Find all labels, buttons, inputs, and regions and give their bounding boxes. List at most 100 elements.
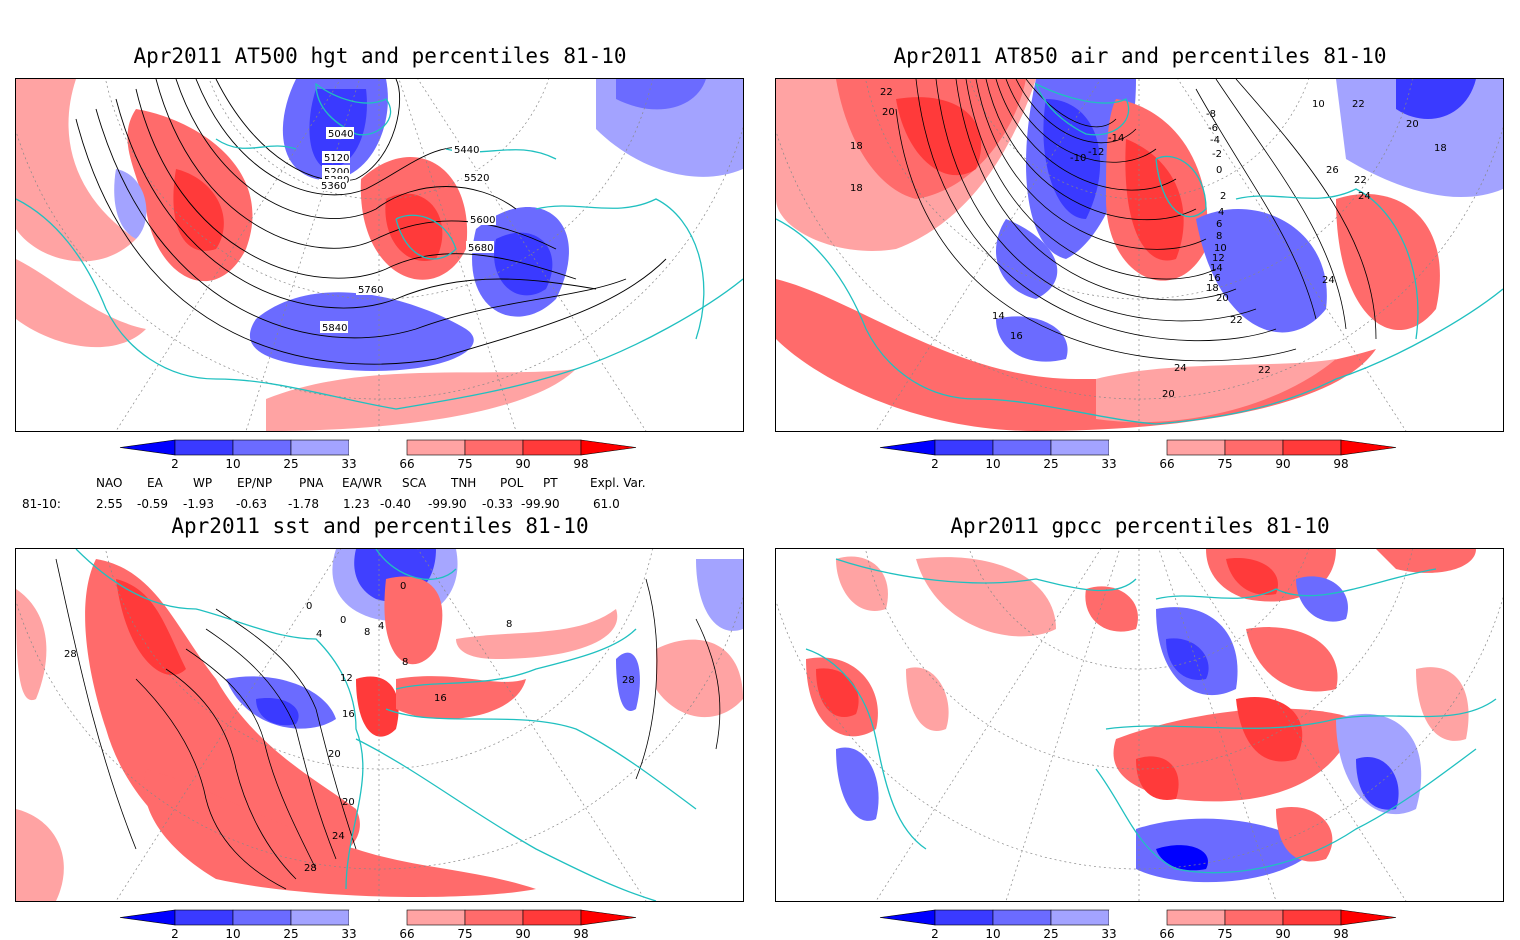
colorbar-air850: 2 10 25 33 66 75 90 98 (879, 439, 1397, 470)
colorbar-swatch (1340, 439, 1397, 456)
colorbar-ticks: 2 10 25 33 66 75 90 98 (931, 457, 1348, 470)
lat-lon-grid (16, 549, 743, 901)
contour-label: 20 (882, 107, 895, 118)
contour-label: 28 (622, 675, 635, 686)
teleconnection-value: -0.59 (137, 497, 169, 511)
panel-title-air850: Apr2011 AT850 air and percentiles 81-10 (893, 44, 1387, 68)
colorbar-swatch (580, 439, 637, 456)
contour-label: 24 (1358, 191, 1371, 202)
lat-lon-grid (776, 79, 1503, 431)
anomaly-shading (776, 79, 1503, 431)
contour-labels: 0 0 0 4 8 4 8 8 12 16 16 20 20 24 28 28 … (64, 581, 635, 874)
colorbar-swatch (522, 439, 582, 456)
colorbar-tick-label: 33 (341, 457, 356, 470)
panel-title-sst: Apr2011 sst and percentiles 81-10 (171, 514, 589, 538)
contour-label: 28 (304, 863, 317, 874)
colorbar-swatch (119, 439, 176, 456)
contour-label: 16 (1208, 273, 1221, 284)
colorbar-tick-label: 25 (1043, 927, 1058, 940)
contour-label: 22 (1258, 365, 1271, 376)
colorbar-swatch (1340, 909, 1397, 926)
colorbar-ticks: 2 10 25 33 66 75 90 98 (171, 457, 588, 470)
coastlines (776, 82, 1503, 425)
contour-label: 10 (1312, 99, 1325, 110)
teleconnection-value: -99.90 (521, 497, 560, 511)
contour-label: 20 (1406, 119, 1419, 130)
teleconnection-header: NAO (96, 476, 123, 490)
contour-label: 0 (1216, 165, 1222, 176)
colorbar-tick-label: 90 (515, 457, 530, 470)
colorbar-swatch (232, 439, 292, 456)
contour-label: 28 (64, 649, 77, 660)
colorbar-swatch (406, 439, 466, 456)
colorbar-swatch (119, 909, 176, 926)
contour-label: 22 (880, 87, 893, 98)
colorbar-tick-label: 75 (1217, 457, 1232, 470)
teleconnection-header: EA/WR (342, 476, 383, 490)
coastlines (75, 549, 697, 901)
colorbar-swatches (119, 439, 637, 456)
contour-label: 22 (1352, 99, 1365, 110)
anomaly-shading (806, 549, 1476, 883)
panel-title-gpcc: Apr2011 gpcc percentiles 81-10 (950, 514, 1330, 538)
teleconnection-value: -0.33 (482, 497, 514, 511)
contour-label: 5440 (454, 145, 479, 156)
colorbar-tick-label: 25 (283, 927, 298, 940)
colorbar-tick-label: 66 (1159, 457, 1174, 470)
coastlines (805, 558, 1497, 874)
colorbar-swatch (349, 910, 407, 925)
colorbar-tick-label: 25 (1043, 457, 1058, 470)
map-air850: 22 20 18 18 -10 -12 -14 -8 -6 -4 -2 0 2 … (775, 78, 1504, 432)
colorbar-swatches (879, 909, 1397, 926)
colorbar-swatch (879, 909, 936, 926)
teleconnection-header: SCA (402, 476, 427, 490)
teleconnection-header: Expl. Var. (590, 476, 646, 490)
colorbar-tick-label: 10 (225, 927, 240, 940)
colorbar-swatches (119, 909, 637, 926)
colorbar-swatch (934, 439, 994, 456)
colorbar-swatch (1109, 440, 1167, 455)
colorbar-tick-label: 2 (171, 457, 179, 470)
contour-label: 0 (340, 615, 346, 626)
contour-label: 5120 (324, 153, 349, 164)
colorbar-tick-label: 66 (1159, 927, 1174, 940)
colorbar-tick-label: 98 (1333, 457, 1348, 470)
sst-contours (55, 558, 721, 890)
colorbar-tick-label: 75 (457, 457, 472, 470)
colorbar-tick-label: 66 (399, 927, 414, 940)
colorbar-tick-label: 75 (457, 927, 472, 940)
colorbar-swatch (1050, 909, 1110, 926)
contour-label: 5680 (468, 243, 493, 254)
contour-label: -12 (1088, 147, 1104, 158)
colorbar-tick-label: 10 (985, 457, 1000, 470)
contour-labels: 5040 5120 5200 5280 5360 5440 5520 5600 … (319, 127, 496, 334)
map-sst-canvas: 0 0 0 4 8 4 8 8 12 16 16 20 20 24 28 28 … (16, 549, 743, 901)
colorbar-swatch (1224, 439, 1284, 456)
colorbar-swatch (464, 439, 524, 456)
colorbar-tick-label: 98 (573, 927, 588, 940)
contour-label: 18 (850, 183, 863, 194)
contour-label: 0 (400, 581, 406, 592)
contour-label: 22 (1354, 175, 1367, 186)
contour-label: 26 (1326, 165, 1339, 176)
colorbar-tick-label: 33 (1101, 927, 1116, 940)
map-air850-canvas: 22 20 18 18 -10 -12 -14 -8 -6 -4 -2 0 2 … (776, 79, 1503, 431)
contour-label: 24 (332, 831, 345, 842)
colorbar-swatch (174, 439, 234, 456)
contour-label: 20 (342, 797, 355, 808)
teleconnection-header: PT (543, 476, 558, 490)
contour-label: 18 (1206, 283, 1219, 294)
colorbar-swatch (992, 439, 1052, 456)
contour-label: 5840 (322, 323, 347, 334)
colorbar-swatch (879, 439, 936, 456)
contour-label: -14 (1108, 133, 1124, 144)
colorbar-swatch (290, 909, 350, 926)
contour-label: 20 (1162, 389, 1175, 400)
colorbar-tick-label: 2 (931, 457, 939, 470)
temperature-contours (895, 79, 1377, 362)
colorbar-tick-label: 90 (1275, 927, 1290, 940)
colorbar-tick-label: 66 (399, 457, 414, 470)
anomaly-shading (16, 79, 743, 431)
teleconnection-value: -0.40 (380, 497, 412, 511)
contour-label: 14 (992, 311, 1005, 322)
